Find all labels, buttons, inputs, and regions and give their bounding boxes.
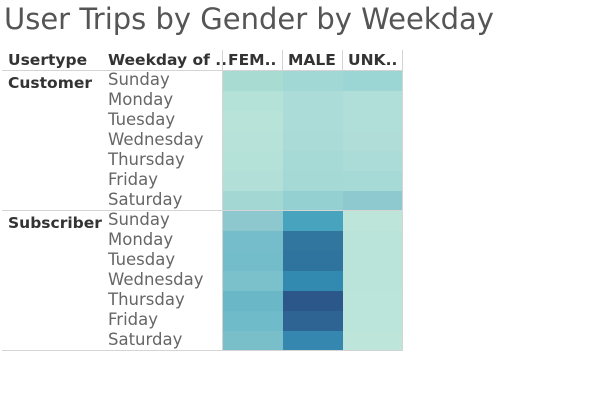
- chart-title: User Trips by Gender by Weekday: [4, 2, 494, 36]
- heatmap-cell-subscriber-monday-unknown[interactable]: [343, 231, 403, 251]
- heatmap-cell-subscriber-wednesday-female[interactable]: [223, 271, 283, 291]
- heatmap-cell-subscriber-sunday-unknown[interactable]: [343, 211, 403, 231]
- weekday-label-subscriber-monday: Monday: [108, 230, 174, 249]
- heatmap-cell-customer-sunday-female[interactable]: [223, 71, 283, 91]
- header-usertype: Usertype: [8, 51, 88, 69]
- heatmap-cell-subscriber-sunday-female[interactable]: [223, 211, 283, 231]
- heatmap-cell-customer-monday-male[interactable]: [283, 91, 343, 111]
- header-male: MALE: [288, 51, 336, 69]
- weekday-label-subscriber-saturday: Saturday: [108, 330, 183, 349]
- heatmap-cell-subscriber-thursday-male[interactable]: [283, 291, 343, 311]
- heatmap-cell-subscriber-saturday-male[interactable]: [283, 331, 343, 351]
- heatmap-cell-customer-tuesday-male[interactable]: [283, 111, 343, 131]
- header-unknown: UNK..: [348, 51, 398, 69]
- weekday-label-subscriber-tuesday: Tuesday: [108, 250, 176, 269]
- heatmap-cell-subscriber-friday-unknown[interactable]: [343, 311, 403, 331]
- heatmap-cell-customer-wednesday-male[interactable]: [283, 131, 343, 151]
- column-divider-right: [402, 50, 403, 350]
- heatmap-cell-subscriber-saturday-female[interactable]: [223, 331, 283, 351]
- column-divider-3: [342, 50, 343, 70]
- heatmap-cell-subscriber-monday-male[interactable]: [283, 231, 343, 251]
- weekday-label-subscriber-sunday: Sunday: [108, 210, 170, 229]
- heatmap-cell-subscriber-monday-female[interactable]: [223, 231, 283, 251]
- weekday-label-customer-tuesday: Tuesday: [108, 110, 176, 129]
- heatmap-cell-customer-saturday-female[interactable]: [223, 191, 283, 211]
- heatmap-cell-customer-sunday-unknown[interactable]: [343, 71, 403, 91]
- weekday-label-customer-friday: Friday: [108, 170, 159, 189]
- group-divider: [2, 210, 402, 211]
- column-divider-2: [282, 50, 283, 70]
- group-label-subscriber: Subscriber: [8, 214, 102, 232]
- weekday-label-customer-sunday: Sunday: [108, 70, 170, 89]
- weekday-label-customer-saturday: Saturday: [108, 190, 183, 209]
- heatmap-cell-customer-thursday-unknown[interactable]: [343, 151, 403, 171]
- weekday-label-customer-wednesday: Wednesday: [108, 130, 204, 149]
- weekday-label-customer-monday: Monday: [108, 90, 174, 109]
- heatmap-cell-customer-friday-male[interactable]: [283, 171, 343, 191]
- heatmap-cell-customer-saturday-unknown[interactable]: [343, 191, 403, 211]
- heatmap-cell-customer-sunday-male[interactable]: [283, 71, 343, 91]
- heatmap-cell-subscriber-wednesday-unknown[interactable]: [343, 271, 403, 291]
- heatmap-cell-subscriber-saturday-unknown[interactable]: [343, 331, 403, 351]
- heatmap-cell-subscriber-friday-male[interactable]: [283, 311, 343, 331]
- weekday-label-subscriber-friday: Friday: [108, 310, 159, 329]
- heatmap-cell-subscriber-tuesday-female[interactable]: [223, 251, 283, 271]
- column-divider-1: [222, 50, 223, 350]
- heatmap-cell-subscriber-wednesday-male[interactable]: [283, 271, 343, 291]
- header-female: FEM..: [228, 51, 277, 69]
- heatmap-cell-customer-friday-unknown[interactable]: [343, 171, 403, 191]
- heatmap-cell-subscriber-thursday-female[interactable]: [223, 291, 283, 311]
- heatmap-cell-subscriber-sunday-male[interactable]: [283, 211, 343, 231]
- heatmap-cell-subscriber-tuesday-male[interactable]: [283, 251, 343, 271]
- heatmap-cell-customer-thursday-male[interactable]: [283, 151, 343, 171]
- heatmap-cell-subscriber-friday-female[interactable]: [223, 311, 283, 331]
- heatmap-cell-subscriber-thursday-unknown[interactable]: [343, 291, 403, 311]
- heatmap-cell-subscriber-tuesday-unknown[interactable]: [343, 251, 403, 271]
- header-divider: [2, 70, 402, 71]
- heatmap-cell-customer-monday-unknown[interactable]: [343, 91, 403, 111]
- heatmap-cell-customer-wednesday-unknown[interactable]: [343, 131, 403, 151]
- heatmap-cell-customer-wednesday-female[interactable]: [223, 131, 283, 151]
- group-label-customer: Customer: [8, 74, 93, 92]
- heatmap-cell-customer-thursday-female[interactable]: [223, 151, 283, 171]
- heatmap-cell-customer-monday-female[interactable]: [223, 91, 283, 111]
- header-weekday: Weekday of ..: [108, 51, 228, 69]
- weekday-label-subscriber-wednesday: Wednesday: [108, 270, 204, 289]
- heatmap-cell-customer-saturday-male[interactable]: [283, 191, 343, 211]
- weekday-label-customer-thursday: Thursday: [108, 150, 185, 169]
- heatmap-cell-customer-friday-female[interactable]: [223, 171, 283, 191]
- heatmap-cell-customer-tuesday-unknown[interactable]: [343, 111, 403, 131]
- heatmap-cell-customer-tuesday-female[interactable]: [223, 111, 283, 131]
- bottom-divider: [2, 350, 402, 351]
- weekday-label-subscriber-thursday: Thursday: [108, 290, 185, 309]
